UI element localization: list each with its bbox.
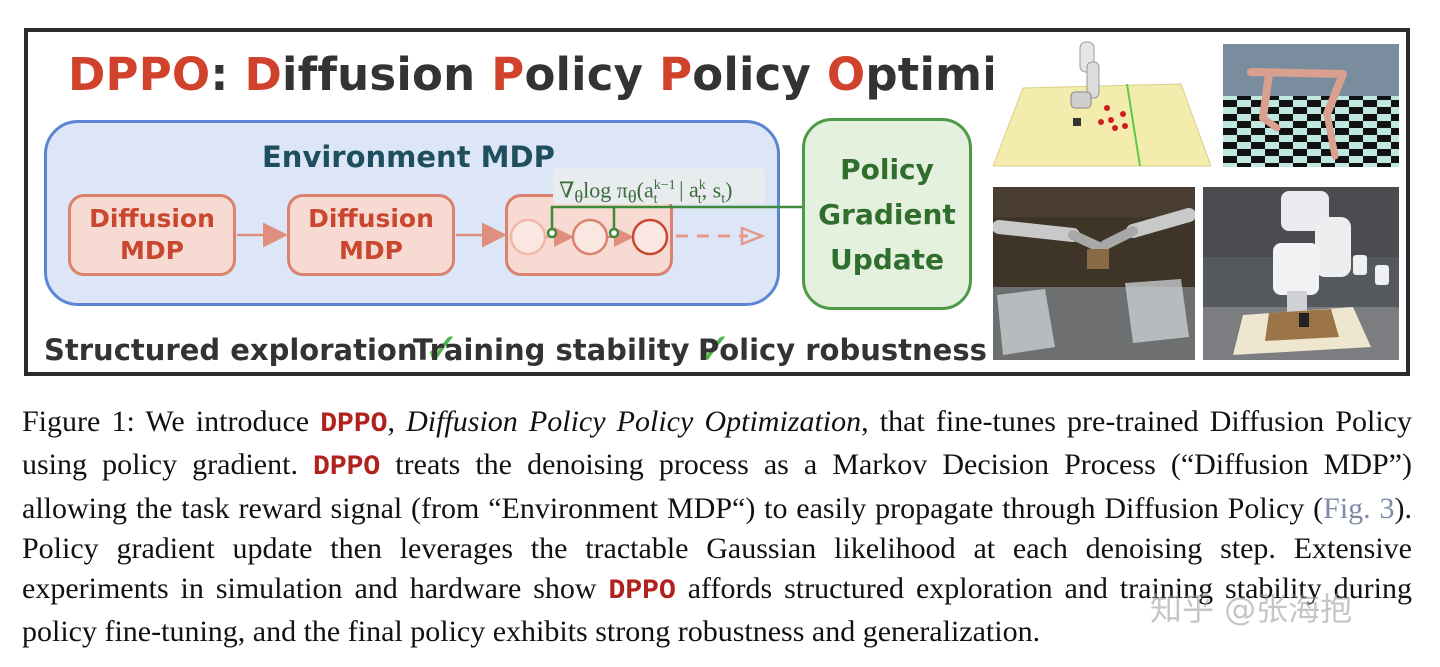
title-part: D xyxy=(244,48,282,101)
diffusion-mdp-line1: Diffusion xyxy=(308,204,434,233)
title-part: P xyxy=(491,48,525,101)
caption-text: affords structured exploration and train… xyxy=(22,572,1412,649)
title-part: olicy xyxy=(524,48,660,101)
figure-reference-link[interactable]: Fig. 3 xyxy=(1323,491,1395,525)
caption-text: , that fine-tunes pre-trained Diffusion … xyxy=(22,405,1412,482)
denoise-step-circle xyxy=(631,218,669,256)
check-icon: ✓ xyxy=(423,324,461,375)
gradient-node xyxy=(546,227,558,239)
title-part: DPPO xyxy=(68,48,211,101)
dppo-keyword: DPPO xyxy=(608,576,676,608)
pgu-line: Gradient xyxy=(818,197,956,231)
gradient-node xyxy=(608,227,620,239)
check-icon: ✓ xyxy=(695,324,733,375)
title-part: olicy xyxy=(692,48,827,101)
title-part: P xyxy=(659,48,693,101)
diffusion-mdp-box: Diffusion MDP xyxy=(287,194,455,276)
environment-mdp-label: Environment MDP xyxy=(262,140,555,174)
property-label: Structured exploration xyxy=(44,333,418,367)
formula-sub: t xyxy=(653,191,658,207)
formula-sup: k−1 xyxy=(653,178,676,193)
title-part: iffusion xyxy=(282,48,492,101)
diffusion-mdp-line2: MDP xyxy=(120,236,184,265)
caption-text: , xyxy=(387,405,407,438)
pgu-line: Policy xyxy=(840,152,934,186)
formula-part: (a xyxy=(636,177,654,203)
property-structured-exploration: Structured exploration ✓ xyxy=(44,320,460,375)
title-part: : xyxy=(210,48,245,101)
diffusion-mdp-line1: Diffusion xyxy=(89,204,215,233)
denoise-step-circle xyxy=(571,218,609,256)
diffusion-mdp-line2: MDP xyxy=(339,236,403,265)
formula-part: log π xyxy=(583,177,628,203)
pgu-line: Update xyxy=(829,242,945,276)
property-policy-robustness: Policy robustness✓ xyxy=(698,320,1030,375)
figure-caption: Figure 1: We introduce DPPO, Diffusion P… xyxy=(22,402,1412,653)
formula-part: , s xyxy=(701,177,722,203)
dppo-keyword: DPPO xyxy=(320,409,388,440)
formula-sup: k xyxy=(698,178,706,193)
real-bimanual-image xyxy=(993,187,1195,360)
denoise-step-circle xyxy=(509,218,547,256)
sim-arm-image xyxy=(993,40,1211,175)
caption-text: ). Policy gradient update then leverages… xyxy=(22,491,1412,606)
caption-label: Figure 1: xyxy=(22,405,135,438)
real-franka-image xyxy=(1203,187,1399,360)
property-label: Training stability xyxy=(413,333,690,367)
formula-sub: θ xyxy=(574,186,584,207)
watermark: 知乎 @张海抱 xyxy=(1150,590,1353,628)
diffusion-mdp-box: Diffusion MDP xyxy=(68,194,236,276)
gradient-formula: ∇θlog πθ(ak−1t | akt, st) xyxy=(553,168,765,207)
caption-text: We introduce xyxy=(134,405,321,438)
title-part: O xyxy=(826,48,866,101)
formula-sub: t xyxy=(697,191,702,207)
caption-italic-name: Diffusion Policy Policy Optimization xyxy=(406,405,862,438)
formula-sub: t xyxy=(721,191,726,207)
caption-text: treats the denoising process as a Markov… xyxy=(22,448,1412,525)
property-training-stability: Training stability ✓ xyxy=(413,320,732,375)
policy-gradient-update-box: Policy Gradient Update xyxy=(802,118,972,310)
property-label: Policy robustness xyxy=(698,333,987,367)
gradient-connector xyxy=(550,205,804,232)
formula-part: ) xyxy=(725,177,733,203)
formula-part: | a xyxy=(673,177,699,203)
formula-sub: θ xyxy=(627,186,637,207)
sim-walker-image xyxy=(1223,44,1399,167)
figure-title: DPPO: Diffusion Policy Policy Optimizati… xyxy=(68,48,1155,101)
formula-part: ∇ xyxy=(559,177,575,203)
dppo-keyword: DPPO xyxy=(313,452,381,484)
dashed-arrow-head xyxy=(740,226,766,246)
